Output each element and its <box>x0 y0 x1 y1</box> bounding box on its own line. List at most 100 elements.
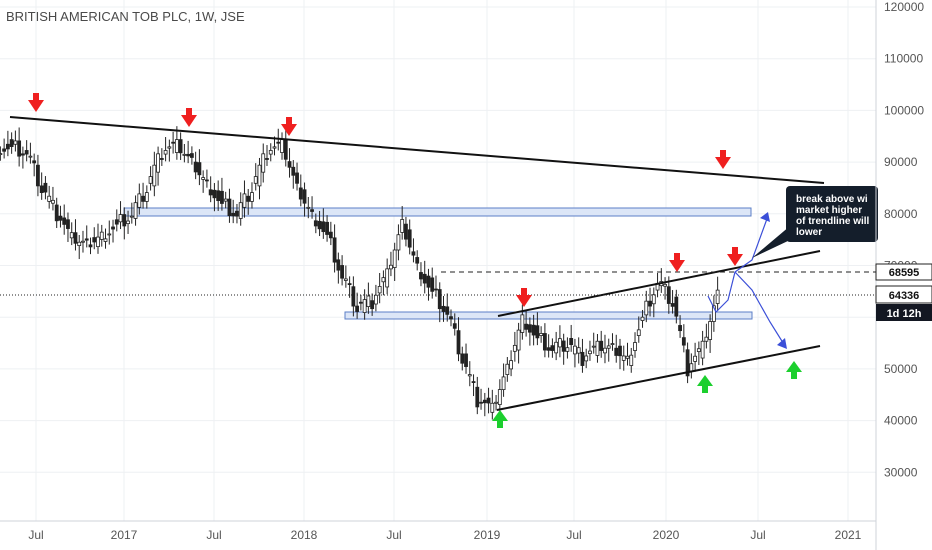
candle-body <box>81 240 85 243</box>
candle-body <box>250 192 254 202</box>
candle <box>471 374 476 397</box>
candle-body <box>708 321 713 340</box>
candle-body <box>152 164 157 187</box>
candle <box>51 186 55 211</box>
candle <box>5 130 10 157</box>
candle <box>381 270 386 296</box>
candle-body <box>531 324 536 336</box>
projection-path-bear <box>734 271 786 347</box>
candle <box>385 258 390 295</box>
candle-body <box>347 283 352 285</box>
candle-body <box>283 139 288 160</box>
candle-body <box>280 139 284 153</box>
candle <box>268 143 273 162</box>
candle-body <box>129 215 134 218</box>
candle-body <box>452 323 457 329</box>
annotation-line-2: market higher <box>796 205 862 216</box>
candle <box>88 237 93 255</box>
candle-body <box>370 300 375 310</box>
candle-body <box>460 353 465 364</box>
candle <box>422 260 427 294</box>
candle-body <box>51 199 55 204</box>
candle <box>287 148 292 178</box>
candle-body <box>77 241 82 246</box>
candle <box>39 172 44 200</box>
candle-body <box>317 220 322 230</box>
candle <box>666 276 671 314</box>
candle <box>167 139 172 162</box>
candle <box>197 149 202 186</box>
candle-body <box>445 306 450 315</box>
candle <box>0 146 3 161</box>
candle <box>618 338 622 370</box>
candle <box>306 196 311 219</box>
annotation-line-1: break above wi <box>796 194 868 205</box>
candle <box>66 212 70 242</box>
candle <box>494 395 498 411</box>
candle-body <box>389 264 393 270</box>
candle-body <box>325 221 329 235</box>
projection-arrowhead-bear <box>777 338 787 349</box>
candle <box>122 207 127 240</box>
candle <box>189 146 194 165</box>
candle-body <box>591 345 596 348</box>
candle-body <box>494 401 498 404</box>
candle-body <box>509 360 513 370</box>
candle-body <box>54 204 59 222</box>
candle <box>358 294 363 311</box>
red-down-arrow-stem <box>286 117 292 125</box>
candle-body <box>373 294 378 305</box>
candle-body <box>490 402 495 413</box>
candle <box>636 316 641 343</box>
candle <box>205 169 209 188</box>
x-tick-label: 2017 <box>111 528 138 542</box>
candle <box>606 338 611 362</box>
candle <box>9 132 14 154</box>
y-tick-label: 30000 <box>884 465 918 479</box>
candle-body <box>9 139 14 147</box>
projection-path-bull <box>707 215 769 314</box>
candle <box>584 348 589 369</box>
candle-body <box>651 294 656 305</box>
candle <box>321 208 326 239</box>
candle-body <box>696 348 701 352</box>
candle-body <box>205 179 209 182</box>
candle <box>475 376 480 415</box>
candle-body <box>441 305 446 312</box>
candle <box>663 277 667 300</box>
price-axis: 1200001100001000009000080000700006000050… <box>884 0 924 479</box>
candle-body <box>434 288 438 291</box>
candle <box>152 151 157 197</box>
candle <box>614 334 619 363</box>
candle <box>159 148 164 166</box>
candle <box>84 225 89 248</box>
candle <box>107 220 112 245</box>
red-down-arrow <box>715 157 731 169</box>
candle <box>426 268 431 301</box>
candle <box>174 126 179 160</box>
candle <box>554 331 559 361</box>
callout-box <box>786 186 878 242</box>
candle-body <box>321 221 326 233</box>
candle <box>595 334 600 363</box>
x-tick-label: 2020 <box>653 528 680 542</box>
candle-body <box>96 236 100 248</box>
annotation-callout: break above wi market higher of trendlin… <box>752 186 878 258</box>
candle-body <box>426 275 431 288</box>
candle-body <box>336 259 341 271</box>
candle-body <box>693 355 698 362</box>
green-up-arrow <box>492 410 508 421</box>
price-label-64336: 64336 <box>875 285 932 304</box>
candle-body <box>595 340 600 356</box>
candle-body <box>681 337 686 346</box>
candle-body <box>43 182 48 193</box>
candle <box>449 309 453 327</box>
candle <box>486 387 491 414</box>
candle <box>430 267 435 299</box>
candle <box>531 314 536 346</box>
candle <box>103 228 108 249</box>
candle <box>182 144 187 163</box>
candle <box>347 276 352 298</box>
candle <box>212 183 217 212</box>
candle-body <box>385 268 390 288</box>
